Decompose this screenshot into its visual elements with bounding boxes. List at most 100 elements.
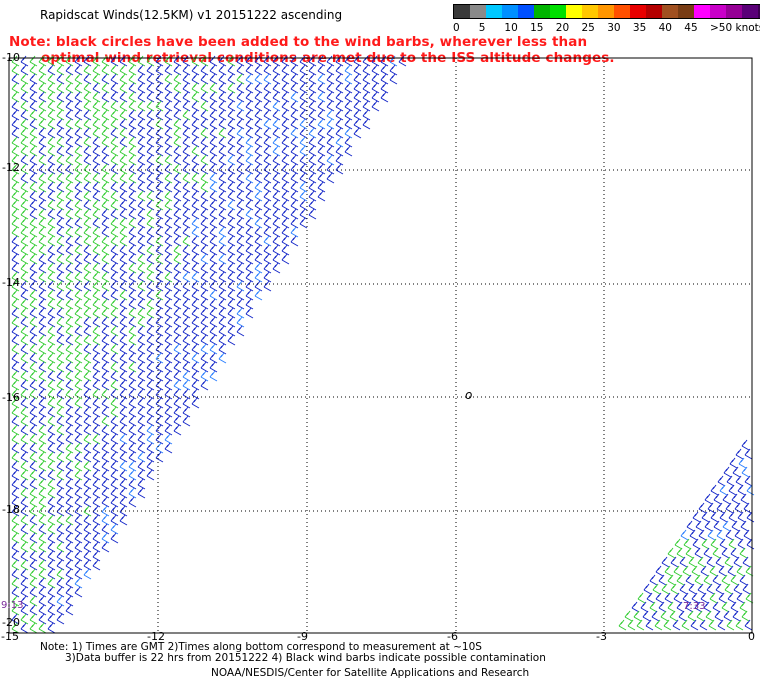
wind-barb <box>74 586 83 598</box>
wind-barb <box>29 289 38 301</box>
wind-barb <box>245 118 254 130</box>
wind-barb <box>92 262 101 274</box>
wind-barb <box>47 586 56 598</box>
wind-barb <box>11 568 20 580</box>
wind-barb <box>119 154 128 166</box>
wind-barb <box>119 163 128 175</box>
wind-barb <box>380 82 389 94</box>
wind-barb <box>236 235 245 247</box>
wind-barb <box>110 154 119 166</box>
wind-barb <box>128 262 137 274</box>
wind-barb <box>308 127 317 139</box>
wind-barb <box>742 556 751 568</box>
wind-barb <box>65 460 74 472</box>
wind-barb <box>209 226 218 238</box>
wind-barb <box>92 451 101 463</box>
wind-barb <box>669 610 678 622</box>
wind-barb <box>11 136 20 148</box>
wind-barb <box>65 352 74 364</box>
wind-barb <box>29 82 38 94</box>
wind-barb <box>128 64 137 76</box>
wind-barb <box>733 583 742 595</box>
wind-barb <box>20 379 29 391</box>
wind-barb <box>38 577 47 589</box>
wind-barb <box>11 82 20 94</box>
wind-barbs <box>11 55 755 634</box>
wind-barb <box>299 64 308 76</box>
wind-barb <box>101 271 110 283</box>
wind-barb <box>47 127 56 139</box>
wind-barb <box>682 592 691 604</box>
wind-barb <box>218 298 227 310</box>
wind-barb <box>119 172 128 184</box>
wind-barb <box>263 109 272 121</box>
wind-barb <box>164 316 173 328</box>
wind-barb <box>299 82 308 94</box>
wind-barb <box>38 118 47 130</box>
wind-barb <box>20 415 29 427</box>
wind-barb <box>308 190 317 202</box>
wind-barb <box>11 487 20 499</box>
wind-barb <box>697 583 706 595</box>
wind-barb <box>155 334 164 346</box>
wind-barb <box>335 100 344 112</box>
wind-barb <box>128 163 137 175</box>
wind-barb <box>218 235 227 247</box>
wind-barb <box>29 424 38 436</box>
wind-barb <box>218 109 227 121</box>
wind-barb <box>56 451 65 463</box>
legend-label: 20 <box>555 22 570 34</box>
wind-barb <box>326 91 335 103</box>
wind-barb <box>29 370 38 382</box>
wind-barb <box>727 565 736 577</box>
wind-barb <box>11 253 20 265</box>
wind-barb <box>92 91 101 103</box>
wind-barb <box>714 610 723 622</box>
wind-barb <box>47 91 56 103</box>
wind-barb <box>56 568 65 580</box>
wind-barb <box>227 325 236 337</box>
wind-barb <box>254 91 263 103</box>
wind-barb <box>92 334 101 346</box>
wind-barb <box>236 172 245 184</box>
wind-barb <box>128 487 137 499</box>
wind-barb <box>38 388 47 400</box>
wind-barb <box>83 334 92 346</box>
wind-barb <box>83 397 92 409</box>
wind-barb <box>47 541 56 553</box>
wind-barb <box>209 361 218 373</box>
wind-barb <box>191 64 200 76</box>
wind-barb <box>56 514 65 526</box>
wind-barb <box>110 325 119 337</box>
wind-barb <box>29 154 38 166</box>
wind-barb <box>146 100 155 112</box>
wind-barb <box>146 235 155 247</box>
wind-barb <box>56 109 65 121</box>
wind-barb <box>281 64 290 76</box>
wind-barb <box>29 235 38 247</box>
wind-barb <box>83 550 92 562</box>
wind-barb <box>661 556 670 568</box>
wind-barb <box>47 316 56 328</box>
wind-barb <box>83 361 92 373</box>
wind-barb <box>65 181 74 193</box>
wind-barb <box>245 280 254 292</box>
wind-barb <box>137 127 146 139</box>
wind-barb <box>20 244 29 256</box>
wind-barb <box>38 469 47 481</box>
wind-barb <box>155 127 164 139</box>
wind-barb <box>110 505 119 517</box>
wind-barb <box>164 235 173 247</box>
wind-barb <box>29 406 38 418</box>
wind-barb <box>83 406 92 418</box>
wind-barb <box>65 451 74 463</box>
wind-barb <box>20 127 29 139</box>
wind-barb <box>155 244 164 256</box>
wind-barb <box>200 280 209 292</box>
wind-barb <box>83 496 92 508</box>
wind-barb <box>92 280 101 292</box>
wind-barb <box>137 118 146 130</box>
wind-barb <box>38 343 47 355</box>
wind-barb <box>11 307 20 319</box>
wind-barb <box>11 352 20 364</box>
